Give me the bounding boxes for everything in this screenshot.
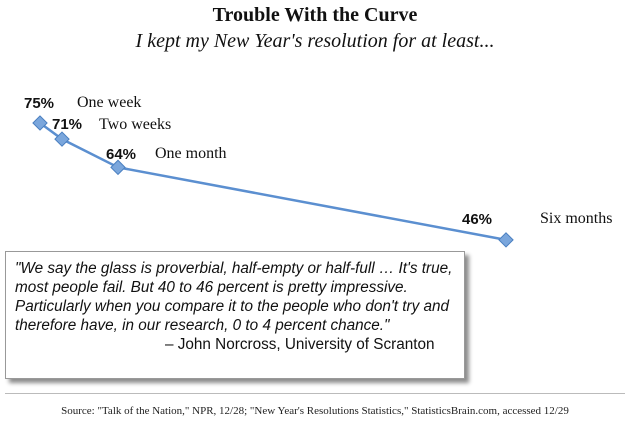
chart-title: Trouble With the Curve [212, 4, 418, 26]
quote-text: "We say the glass is proverbial, half-em… [15, 260, 453, 334]
data-label-percent: 71% [52, 116, 82, 133]
data-point-marker [498, 232, 514, 248]
data-point-marker [54, 131, 70, 147]
data-label-period: Six months [540, 210, 612, 227]
data-label-period: Two weeks [99, 116, 171, 133]
quote-author: – John Norcross, University of Scranton [165, 336, 435, 353]
data-label-percent: 64% [106, 146, 136, 163]
quote-box: "We say the glass is proverbial, half-em… [5, 251, 465, 379]
data-label-period: One month [155, 145, 227, 162]
data-label-period: One week [77, 94, 141, 111]
divider [5, 393, 625, 394]
series-line [39, 121, 507, 242]
data-label-percent: 75% [24, 95, 54, 112]
data-label-percent: 46% [462, 211, 492, 228]
source-note: Source: "Talk of the Nation," NPR, 12/28… [61, 405, 569, 417]
data-point-marker [110, 159, 126, 176]
chart-subtitle: I kept my New Year's resolution for at l… [135, 30, 495, 52]
data-point-marker [32, 115, 48, 131]
